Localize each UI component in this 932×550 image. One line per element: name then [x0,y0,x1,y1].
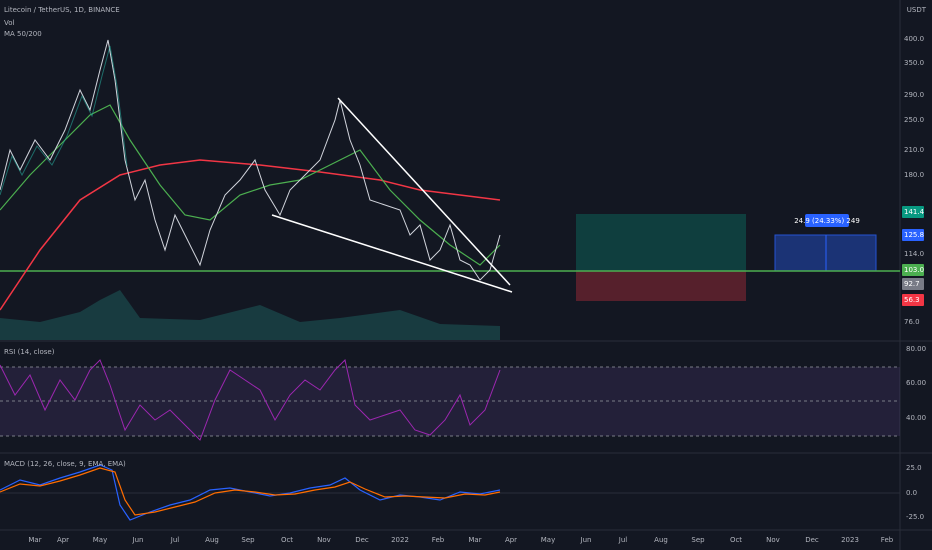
price-badge [902,294,924,306]
time-label: Mar [468,536,481,544]
time-label: Dec [805,536,819,544]
time-label: Feb [881,536,894,544]
measure-label-bg [805,214,849,227]
macd-label: 0.0 [906,489,917,497]
price-badge [902,264,924,276]
profit-zone [576,214,746,271]
time-label: Sep [691,536,705,544]
indicator-label: Vol [4,19,15,27]
time-label: Oct [730,536,742,544]
price-badge-label: 125.8 [904,231,924,239]
indicator-label: MA 50/200 [4,30,42,38]
time-label: Nov [317,536,331,544]
price-badge-label: 92.7 [904,280,920,288]
price-badge-label: 103.0 [904,266,924,274]
price-label: 76.0 [904,318,920,326]
price-badge-label: 56.3 [904,296,920,304]
price-label: 250.0 [904,116,924,124]
time-label: Dec [355,536,369,544]
price-label: 180.0 [904,171,924,179]
time-label: Jun [580,536,592,544]
time-label: Nov [766,536,780,544]
time-label: Jul [618,536,628,544]
time-label: Apr [505,536,517,544]
rsi-line [0,359,501,441]
time-label: Sep [241,536,255,544]
time-label: Feb [432,536,445,544]
signal-line [0,467,501,516]
currency-label: USDT [907,6,927,14]
wedge-upper [337,97,511,286]
time-label: Jun [132,536,144,544]
price-label: 210.0 [904,146,924,154]
loss-zone [576,271,746,301]
time-label: May [93,536,107,544]
time-label: Aug [205,536,219,544]
time-label: Apr [57,536,69,544]
price-label: 290.0 [904,91,924,99]
volume-area [0,290,500,340]
price-line [0,39,501,281]
price-badge-label: 141.4 [904,208,925,216]
time-label: Oct [281,536,293,544]
time-label: 2023 [841,536,859,544]
price-shadow [0,45,128,196]
rsi-label: 40.00 [906,414,926,422]
price-badge [902,229,924,241]
time-label: Aug [654,536,668,544]
rsi-label: 80.00 [906,345,926,353]
wedge-lower [271,214,513,293]
time-label: 2022 [391,536,409,544]
axes: 400.0 350.0 290.0 250.0 210.0 180.0 114.0 76.0 1… [28,35,926,544]
ma-200 [0,159,501,311]
indicator-label: MACD (12, 26, close, 9, EMA, EMA) [4,460,126,468]
measure-label: 24.9 (24.33%) 249 [794,217,860,225]
time-label: Mar [28,536,41,544]
macd-label: 25.0 [906,464,922,472]
macd-label: -25.0 [906,513,924,521]
indicator-label: RSI (14, close) [4,348,55,356]
price-label: 114.0 [904,250,924,258]
time-label: May [541,536,555,544]
price-badge [902,206,924,218]
ma-50 [0,104,501,266]
price-label: 350.0 [904,59,924,67]
symbol-title: Litecoin / TetherUS, 1D, BINANCE [4,6,120,14]
price-label: 400.0 [904,35,924,43]
time-label: Jul [170,536,180,544]
price-badge [902,278,924,290]
rsi-label: 60.00 [906,379,926,387]
